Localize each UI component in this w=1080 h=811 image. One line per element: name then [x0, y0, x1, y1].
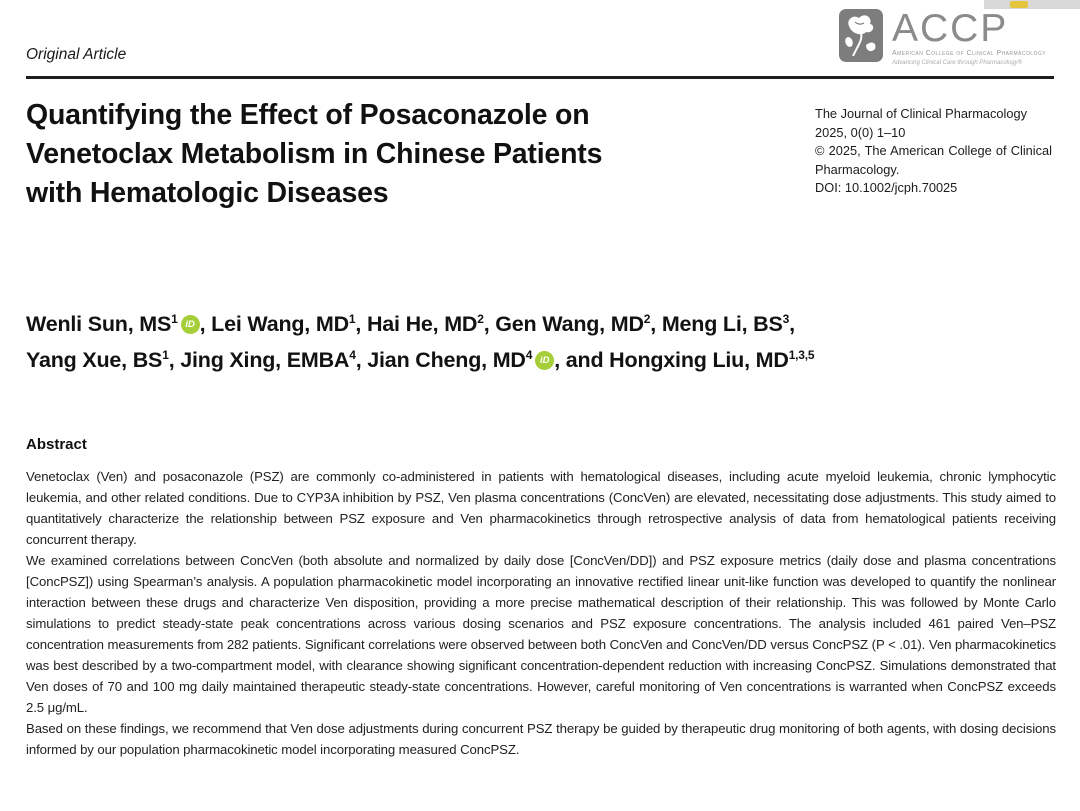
author: Yang Xue, BS1,	[26, 347, 181, 372]
author: Wenli Sun, MS1 iD,	[26, 311, 212, 336]
author-line-1: Wenli Sun, MS1 iD, Lei Wang, MD1, Hai He,…	[26, 306, 1056, 342]
author: Meng Li, BS3,	[661, 311, 795, 336]
logo-acronym: ACCP	[891, 7, 1009, 50]
author-separator: ,	[168, 348, 181, 372]
author: Jian Cheng, MD4 iD,	[367, 347, 566, 372]
abstract-heading: Abstract	[26, 436, 87, 453]
author-affiliation-sup: 1,3,5	[788, 347, 815, 362]
cropped-ui-chip	[1010, 1, 1028, 8]
journal-issue: 2025, 0(0) 1–10	[815, 124, 906, 140]
author-separator: ,	[789, 312, 795, 336]
title-line-3: with Hematologic Diseases	[26, 177, 389, 209]
author-affiliation-sup: 1	[171, 311, 178, 326]
abstract-paragraph-1: Venetoclax (Ven) and posaconazole (PSZ) …	[26, 469, 1056, 547]
article-type-label: Original Article	[26, 46, 127, 63]
author-affiliation-sup: 4	[525, 347, 533, 362]
author: Jing Xing, EMBA4,	[180, 347, 368, 372]
author-separator: ,	[554, 348, 566, 372]
author: Lei Wang, MD1,	[211, 311, 367, 336]
header-divider	[26, 76, 1054, 79]
orcid-icon: iD	[180, 315, 200, 334]
journal-copyright: © 2025, The American College of Clinical…	[815, 143, 1052, 177]
author: Gen Wang, MD2,	[495, 311, 662, 336]
journal-citation-block: The Journal of Clinical Pharmacology 202…	[815, 105, 1052, 198]
page-title: Quantifying the Effect of Posaconazole o…	[26, 96, 806, 213]
author-list: Wenli Sun, MS1 iD, Lei Wang, MD1, Hai He,…	[26, 306, 1056, 378]
author-separator: ,	[355, 348, 368, 372]
author-separator: ,	[483, 312, 496, 336]
abstract-section: Abstract Venetoclax (Ven) and posaconazo…	[26, 436, 1056, 760]
journal-name: The Journal of Clinical Pharmacology	[815, 106, 1027, 121]
author-affiliation-sup: 3	[782, 311, 790, 326]
journal-doi: DOI: 10.1002/jcph.70025	[815, 180, 958, 195]
poppy-flower-icon	[838, 9, 883, 62]
cropped-ui-strip	[984, 0, 1080, 9]
author-line-2: Yang Xue, BS1, Jing Xing, EMBA4, Jian Ch…	[26, 342, 1056, 378]
title-line-1: Quantifying the Effect of Posaconazole o…	[26, 99, 590, 131]
author: Hai He, MD2,	[366, 311, 496, 336]
author-affiliation-sup: 1	[162, 347, 169, 362]
abstract-paragraph-2: We examined correlations between ConcVen…	[26, 553, 1056, 715]
author-affiliation-sup: 2	[643, 311, 651, 326]
author-separator: ,	[650, 312, 662, 336]
author-separator: ,	[355, 312, 367, 336]
author-affiliation-sup: 1	[348, 311, 356, 326]
title-line-2: Venetoclax Metabolism in Chinese Patient…	[26, 138, 603, 170]
author-affiliation-sup: 4	[349, 347, 356, 362]
author-affiliation-sup: 2	[477, 311, 484, 326]
orcid-icon: iD	[535, 351, 555, 370]
logo-tagline: Advancing Clinical Care through Pharmaco…	[891, 59, 1023, 66]
author: and Hongxing Liu, MD1,3,5	[565, 347, 815, 372]
logo-org-name: American College of Clinical Pharmacolog…	[891, 50, 1046, 57]
abstract-paragraph-3: Based on these findings, we recommend th…	[26, 721, 1056, 757]
accp-logo: ACCP American College of Clinical Pharma…	[838, 9, 1046, 66]
logo-text-column: ACCP American College of Clinical Pharma…	[892, 9, 1046, 66]
author-separator: ,	[199, 312, 212, 336]
